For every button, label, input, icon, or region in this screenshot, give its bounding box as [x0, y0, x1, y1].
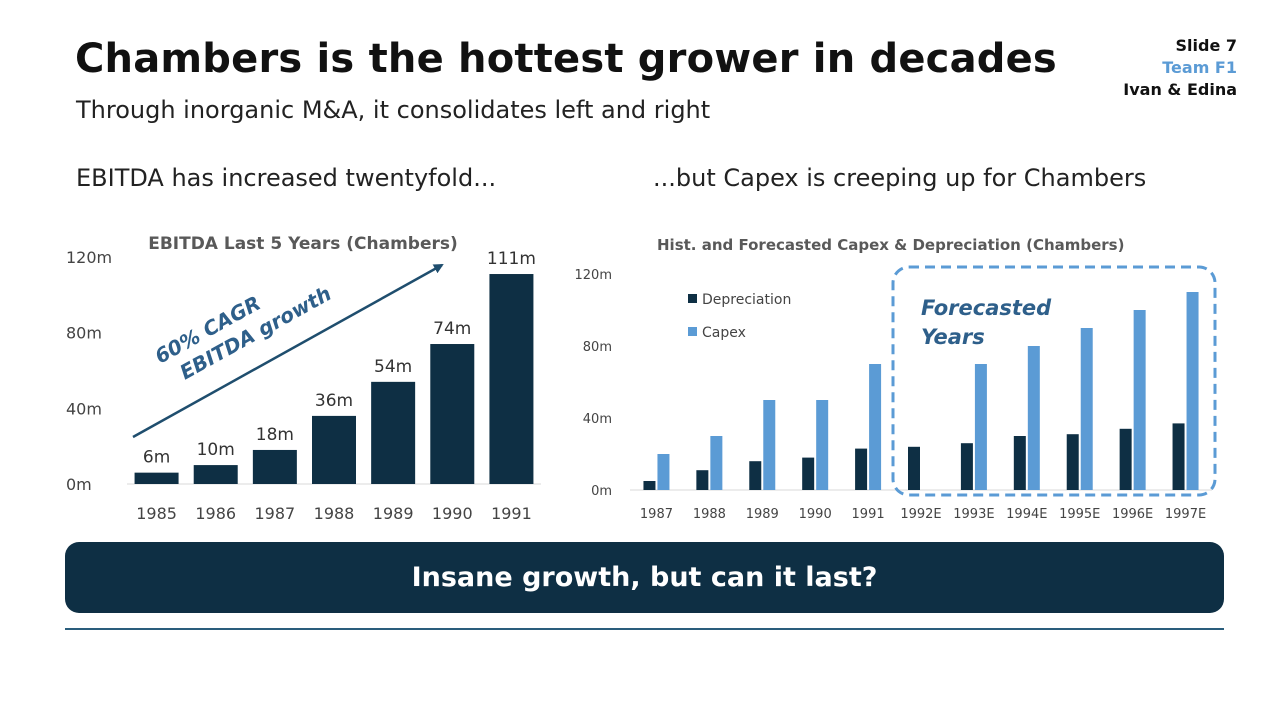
- capex-bar: [974, 364, 987, 490]
- team-name: Team F1: [1162, 58, 1237, 77]
- depreciation-bar: [1119, 428, 1132, 490]
- ebitda-x-tick-label: 1989: [373, 504, 414, 523]
- ebitda-bar: [252, 449, 297, 484]
- capex-x-tick-label: 1990: [799, 507, 832, 522]
- capex-bar: [657, 454, 670, 490]
- slide-title: Chambers is the hottest grower in decade…: [75, 36, 1057, 82]
- right-section-heading: ...but Capex is creeping up for Chambers: [653, 164, 1147, 192]
- capex-x-tick-label: 1996E: [1112, 507, 1153, 522]
- legend-swatch-depreciation: [688, 294, 697, 303]
- capex-bar: [710, 436, 723, 490]
- legend-label-capex: Capex: [702, 325, 746, 341]
- ebitda-x-tick-label: 1987: [254, 504, 295, 523]
- capex-x-tick-label: 1995E: [1059, 507, 1100, 522]
- depreciation-bar: [696, 470, 709, 490]
- capex-x-tick-label: 1988: [693, 507, 726, 522]
- depreciation-bar: [643, 481, 656, 490]
- ebitda-bar: [312, 415, 356, 484]
- capex-bar: [1080, 328, 1093, 490]
- ebitda-x-tick-label: 1985: [136, 504, 177, 523]
- depreciation-bar: [1013, 436, 1026, 490]
- ebitda-chart-title: EBITDA Last 5 Years (Chambers): [148, 234, 458, 254]
- ebitda-bar: [371, 381, 416, 484]
- ebitda-bar: [489, 274, 534, 484]
- capex-chart-title: Hist. and Forecasted Capex & Depreciatio…: [657, 236, 1124, 254]
- left-section-heading: EBITDA has increased twentyfold...: [76, 164, 497, 192]
- forecast-box: [891, 265, 1217, 497]
- slide-meta: Slide 7 Team F1 Ivan & Edina: [1123, 35, 1237, 101]
- cagr-annotation: 60% CAGREBITDA growth: [151, 259, 336, 392]
- capex-y-tick-label: 120m: [575, 268, 612, 283]
- ebitda-data-label: 54m: [374, 357, 412, 377]
- ebitda-data-label: 10m: [197, 440, 235, 460]
- capex-chart: Hist. and Forecasted Capex & Depreciatio…: [575, 236, 1217, 522]
- growth-arrow: [132, 263, 444, 439]
- slide-number: Slide 7: [1175, 36, 1238, 55]
- ebitda-data-label: 111m: [487, 249, 536, 269]
- legend-label-depreciation: Depreciation: [702, 292, 791, 308]
- ebitda-bar: [193, 465, 238, 484]
- legend-swatch-capex: [688, 327, 697, 336]
- capex-y-tick-label: 80m: [583, 340, 612, 355]
- capex-y-tick-label: 40m: [583, 412, 612, 427]
- capex-x-tick-label: 1997E: [1165, 507, 1206, 522]
- depreciation-bar: [1066, 434, 1079, 490]
- ebitda-x-tick-label: 1991: [491, 504, 532, 523]
- ebitda-y-tick-label: 0m: [66, 475, 92, 494]
- forecast-label-line-2: Years: [921, 325, 985, 349]
- banner-text: Insane growth, but can it last?: [411, 562, 878, 593]
- capex-x-tick-label: 1991: [852, 507, 885, 522]
- capex-bar: [816, 400, 829, 490]
- authors: Ivan & Edina: [1123, 80, 1237, 99]
- ebitda-data-label: 6m: [143, 448, 170, 468]
- takeaway-banner: Insane growth, but can it last?: [65, 542, 1224, 613]
- depreciation-bar: [1172, 423, 1185, 490]
- ebitda-x-tick-label: 1986: [195, 504, 236, 523]
- capex-bar: [1027, 346, 1040, 490]
- depreciation-bar: [908, 446, 920, 490]
- capex-x-tick-label: 1989: [746, 507, 779, 522]
- capex-bar: [1186, 292, 1199, 490]
- depreciation-bar: [855, 448, 868, 490]
- ebitda-y-tick-label: 120m: [66, 248, 112, 267]
- ebitda-chart: EBITDA Last 5 Years (Chambers) 0m 40m 80m 12…: [66, 234, 541, 523]
- depreciation-bar: [802, 457, 815, 490]
- capex-bar: [1133, 310, 1146, 490]
- capex-x-tick-label: 1987: [640, 507, 673, 522]
- footer-rule: [65, 628, 1224, 630]
- capex-x-tick-label: 1994E: [1006, 507, 1047, 522]
- capex-x-tick-label: 1993E: [953, 507, 994, 522]
- ebitda-x-tick-label: 1990: [432, 504, 473, 523]
- ebitda-bar: [134, 472, 179, 484]
- capex-bar: [869, 364, 882, 490]
- ebitda-y-tick-label: 40m: [66, 399, 102, 418]
- depreciation-bar: [960, 443, 973, 490]
- ebitda-bar: [430, 344, 475, 484]
- ebitda-data-label: 18m: [256, 425, 294, 445]
- capex-bar: [763, 400, 776, 490]
- ebitda-data-label: 36m: [315, 391, 353, 411]
- ebitda-x-tick-label: 1988: [314, 504, 355, 523]
- ebitda-data-label: 74m: [433, 319, 471, 339]
- capex-y-tick-label: 0m: [591, 484, 612, 499]
- depreciation-bar: [749, 461, 762, 490]
- ebitda-y-tick-label: 80m: [66, 324, 102, 343]
- capex-x-tick-label: 1992E: [900, 507, 941, 522]
- slide-subtitle: Through inorganic M&A, it consolidates l…: [76, 96, 711, 124]
- forecast-label-line-1: Forecasted: [921, 296, 1052, 320]
